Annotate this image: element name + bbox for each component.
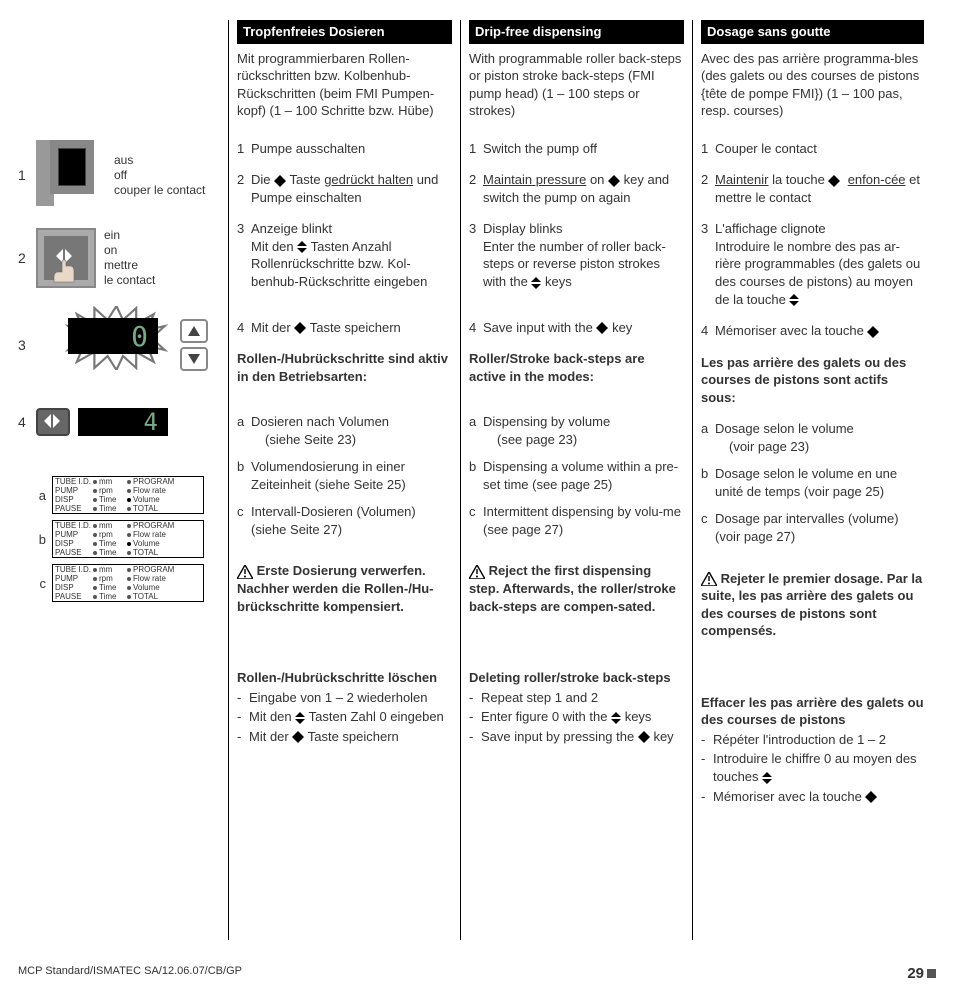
warn-icon xyxy=(469,565,485,579)
list-item: Répéter l'introduction de 1 – 2 xyxy=(713,731,924,749)
column-fr: Dosage sans goutte Avec des pas arrière … xyxy=(692,20,932,940)
step-text: Die Taste gedrückt halten und Pumpe eins… xyxy=(251,171,452,206)
tri-dn-icon xyxy=(188,354,200,364)
step-text: Couper le contact xyxy=(715,140,924,158)
step-text: Maintain pressure on key and switch the … xyxy=(483,171,684,206)
up-button[interactable] xyxy=(180,319,208,343)
warning: Rejeter le premier dosage. Par la suite,… xyxy=(701,570,924,640)
column-en: Drip-free dispensing With programmable r… xyxy=(460,20,692,940)
updown-icon xyxy=(762,772,772,784)
step3-burst: 0 xyxy=(54,306,174,366)
subheading: Deleting roller/stroke back-steps xyxy=(469,669,684,687)
list-item: Dispensing a volume within a pre-set tim… xyxy=(483,458,684,493)
panel-b: b TUBE I.D.mmPROGRAM PUMPrpmFlow rate DI… xyxy=(18,520,218,558)
list-item: Dispensing by volume(see page 23) xyxy=(483,413,684,448)
list-item: Volumendosierung in einer Zeiteinheit (s… xyxy=(251,458,452,493)
list-item: Dosage par intervalles (volume) (voir pa… xyxy=(715,510,924,545)
footer: MCP Standard/ISMATEC SA/12.06.07/CB/GP 2… xyxy=(18,965,936,982)
leftright-button[interactable] xyxy=(36,408,70,436)
subheading: Roller/Stroke back-steps are active in t… xyxy=(469,350,684,385)
label: le contact xyxy=(104,273,155,288)
diamond-icon xyxy=(638,731,650,743)
lcd-display: 0 xyxy=(68,318,158,354)
subheading: Rollen-/Hubrückschritte löschen xyxy=(237,669,452,687)
list-item: Save input by pressing the key xyxy=(481,728,684,746)
list-item: Intervall-Dosieren (Volumen) (siehe Seit… xyxy=(251,503,452,538)
step4-graphic: 4 4 xyxy=(18,408,218,436)
subheading: Les pas arrière des galets ou des course… xyxy=(701,354,924,407)
intro: Avec des pas arrière programma-bles (des… xyxy=(701,50,924,120)
updown-icon xyxy=(789,294,799,306)
updown-icon xyxy=(611,712,621,724)
list-item: Dosieren nach Volumen(siehe Seite 23) xyxy=(251,413,452,448)
diamond-icon xyxy=(292,731,304,743)
panel-c: c TUBE I.D.mmPROGRAM PUMPrpmFlow rate DI… xyxy=(18,564,218,602)
illustration-column: 1 aus off couper le contact 2 ein xyxy=(18,20,228,940)
diamond-icon xyxy=(608,175,620,187)
diamond-icon xyxy=(865,791,877,803)
list-item: Eingabe von 1 – 2 wiederholen xyxy=(249,689,452,707)
warn-icon xyxy=(237,565,253,579)
step-text: Pumpe ausschalten xyxy=(251,140,452,158)
leftright-icon xyxy=(44,414,62,430)
list-item: Introduire le chiffre 0 au moyen des tou… xyxy=(713,750,924,785)
diamond-icon xyxy=(867,326,879,338)
subheading: Effacer les pas arrière des galets ou de… xyxy=(701,694,924,729)
intro: With programmable roller back-steps or p… xyxy=(469,50,684,120)
step2-graphic: 2 ein on mettre le contact xyxy=(18,228,218,288)
list-item: Mit der Taste speichern xyxy=(249,728,452,746)
tri-up-icon xyxy=(188,326,200,336)
list-item: Repeat step 1 and 2 xyxy=(481,689,684,707)
step-text: L'affichage clignoteIntroduire le nombre… xyxy=(715,220,924,308)
step-text: Switch the pump off xyxy=(483,140,684,158)
column-de: Tropfenfreies Dosieren Mit programmierba… xyxy=(228,20,460,940)
list-item: Mit den Tasten Zahl 0 eingeben xyxy=(249,708,452,726)
step-text: Mémoriser avec la touche xyxy=(715,322,924,340)
step1-graphic: 1 aus off couper le contact xyxy=(18,140,218,210)
step-text: Mit der Taste speichern xyxy=(251,319,452,337)
lcd-display: 4 xyxy=(78,408,168,436)
down-button[interactable] xyxy=(180,347,208,371)
diamond-icon xyxy=(828,175,840,187)
page-number: 29 xyxy=(907,965,936,982)
list-item: Intermittent dispensing by volu-me (see … xyxy=(483,503,684,538)
list-item: Enter figure 0 with the keys xyxy=(481,708,684,726)
heading: Dosage sans goutte xyxy=(701,20,924,44)
intro: Mit programmierbaren Rollen-rückschritte… xyxy=(237,50,452,120)
diamond-icon xyxy=(294,322,306,334)
step-text: Display blinksEnter the number of roller… xyxy=(483,220,684,290)
updown-icon xyxy=(295,712,305,724)
label: couper le contact xyxy=(114,183,205,198)
list-item: Dosage selon le volume(voir page 23) xyxy=(715,420,924,455)
label: ein xyxy=(104,228,155,243)
updown-icon xyxy=(531,277,541,289)
list-item: Dosage selon le volume en une unité de t… xyxy=(715,465,924,500)
subheading: Rollen-/Hubrückschritte sind aktiv in de… xyxy=(237,350,452,385)
updown-icon xyxy=(297,241,307,253)
step-text: Anzeige blinktMit den Tasten Anzahl Roll… xyxy=(251,220,452,290)
diamond-icon xyxy=(596,322,608,334)
label: aus xyxy=(114,153,205,168)
warning: Reject the first dispensing step. Afterw… xyxy=(469,562,684,615)
heading: Tropfenfreies Dosieren xyxy=(237,20,452,44)
step-text: Maintenir la touche enfon-cée et mettre … xyxy=(715,171,924,206)
warn-icon xyxy=(701,572,717,586)
hand-icon xyxy=(50,258,80,288)
list-item: Mémoriser avec la touche xyxy=(713,788,924,806)
warning: Erste Dosierung verwerfen. Nachher werde… xyxy=(237,562,452,615)
label: mettre xyxy=(104,258,155,273)
label: on xyxy=(104,243,155,258)
diamond-icon xyxy=(274,175,286,187)
footer-left: MCP Standard/ISMATEC SA/12.06.07/CB/GP xyxy=(18,965,242,982)
step-text: Save input with the key xyxy=(483,319,684,337)
label: off xyxy=(114,168,205,183)
panel-a: a TUBE I.D.mmPROGRAM PUMPrpmFlow rate DI… xyxy=(18,476,218,514)
heading: Drip-free dispensing xyxy=(469,20,684,44)
